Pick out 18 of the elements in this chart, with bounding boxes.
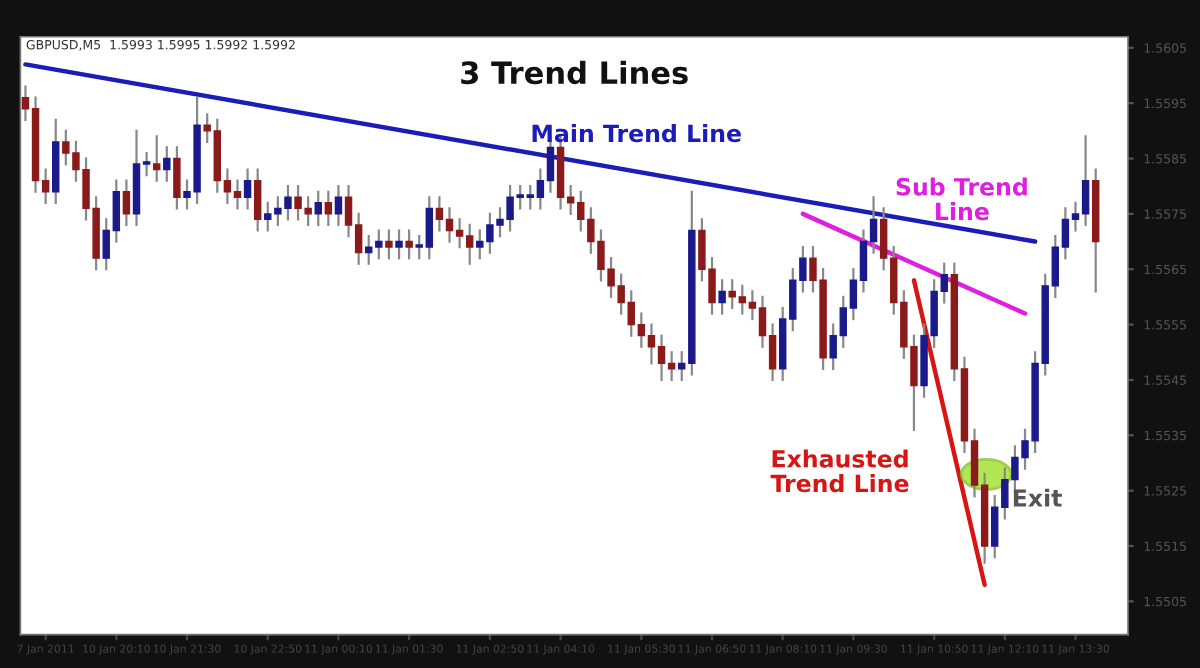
text: 3 Trend Lines	[461, 60, 688, 85]
candlestick	[405, 229, 413, 260]
candlestick	[314, 190, 322, 227]
candlestick	[395, 229, 403, 260]
candlestick	[173, 146, 181, 210]
candlestick	[334, 185, 343, 227]
annotation: Exhausted Trend Line	[770, 449, 909, 493]
candlestick	[385, 229, 393, 260]
candlestick	[253, 168, 262, 232]
candlestick	[122, 179, 131, 227]
candlestick	[163, 146, 171, 182]
annotation: Sub Trend Line	[896, 177, 1027, 221]
candlestick	[243, 168, 252, 210]
annotation: Exit	[1013, 488, 1062, 507]
candlestick	[152, 135, 161, 182]
annotation: Main Trend Line	[532, 123, 741, 143]
candlestick	[324, 190, 333, 227]
candlestick	[718, 279, 726, 315]
